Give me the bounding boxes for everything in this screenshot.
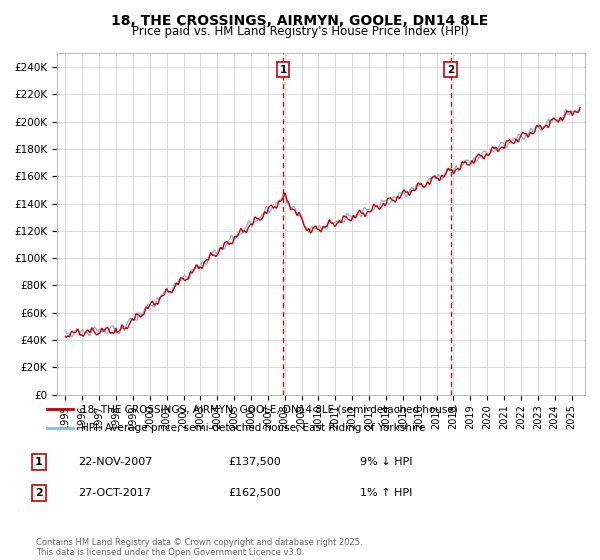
Text: 1: 1 [35,457,43,467]
Text: 18, THE CROSSINGS, AIRMYN, GOOLE, DN14 8LE: 18, THE CROSSINGS, AIRMYN, GOOLE, DN14 8… [112,14,488,28]
Text: £162,500: £162,500 [228,488,281,498]
Text: HPI: Average price, semi-detached house, East Riding of Yorkshire: HPI: Average price, semi-detached house,… [81,423,425,433]
Text: £137,500: £137,500 [228,457,281,467]
Text: Contains HM Land Registry data © Crown copyright and database right 2025.
This d: Contains HM Land Registry data © Crown c… [36,538,362,557]
Text: 9% ↓ HPI: 9% ↓ HPI [360,457,413,467]
Text: 1: 1 [280,64,287,74]
Text: 1% ↑ HPI: 1% ↑ HPI [360,488,412,498]
Text: 22-NOV-2007: 22-NOV-2007 [78,457,152,467]
Text: Price paid vs. HM Land Registry's House Price Index (HPI): Price paid vs. HM Land Registry's House … [131,25,469,38]
Text: 27-OCT-2017: 27-OCT-2017 [78,488,151,498]
Text: 2: 2 [35,488,43,498]
Text: 2: 2 [447,64,454,74]
Text: 18, THE CROSSINGS, AIRMYN, GOOLE, DN14 8LE (semi-detached house): 18, THE CROSSINGS, AIRMYN, GOOLE, DN14 8… [81,404,458,414]
